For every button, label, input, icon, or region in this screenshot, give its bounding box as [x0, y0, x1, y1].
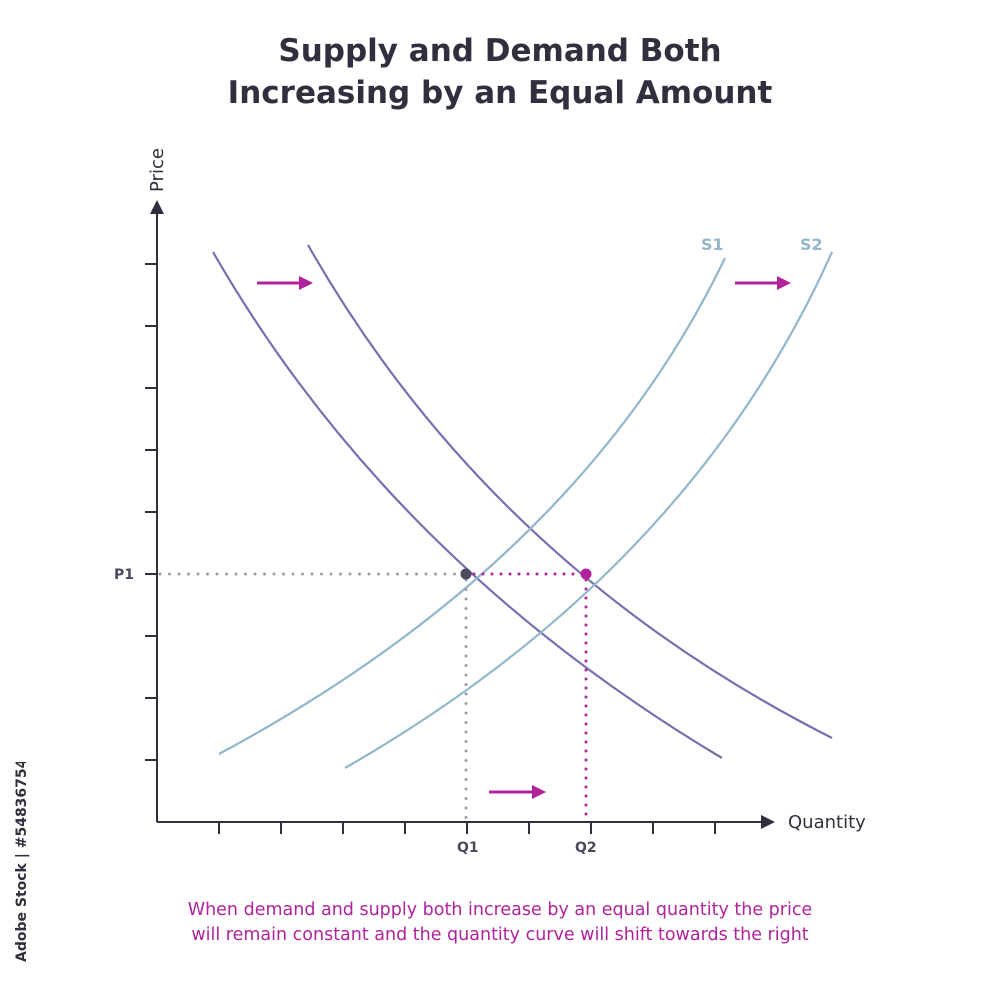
- watermark-text: Adobe Stock | #548367543: [14, 762, 30, 962]
- caption: When demand and supply both increase by …: [0, 898, 1000, 948]
- caption-line-1: When demand and supply both increase by …: [187, 900, 813, 920]
- supply-curve-s1: [218, 257, 726, 755]
- s1-label: S1: [701, 235, 724, 254]
- caption-line-2: will remain constant and the quantity cu…: [191, 925, 809, 945]
- p1-label: P1: [114, 567, 134, 583]
- equilibrium-point-2: [580, 568, 592, 580]
- title-line-2: Increasing by an Equal Amount: [227, 75, 773, 111]
- y-axis-arrowhead-icon: [150, 200, 164, 214]
- q2-label: Q2: [575, 840, 597, 856]
- demand-curve-d1: [212, 251, 723, 759]
- demand-shift-right-arrow-icon: [257, 276, 313, 290]
- chart-title: Supply and Demand Both Increasing by an …: [0, 30, 1000, 114]
- y-axis-ticks: [145, 263, 157, 761]
- supply-shift-right-arrow-icon: [735, 276, 791, 290]
- y-axis-label: Price: [147, 148, 168, 192]
- x-axis-label: Quantity: [788, 812, 866, 833]
- s2-label: S2: [800, 235, 823, 254]
- supply-curve-s2: [344, 251, 834, 769]
- q1-label: Q1: [457, 840, 479, 856]
- title-line-1: Supply and Demand Both: [278, 33, 722, 69]
- x-axis-ticks: [218, 822, 716, 834]
- equilibrium-point-1: [460, 568, 472, 580]
- quantity-shift-right-arrow-icon: [489, 785, 546, 799]
- x-axis-arrowhead-icon: [761, 815, 775, 829]
- stock-watermark: Adobe Stock | #548367543: [14, 762, 30, 962]
- demand-curve-d2: [307, 244, 833, 739]
